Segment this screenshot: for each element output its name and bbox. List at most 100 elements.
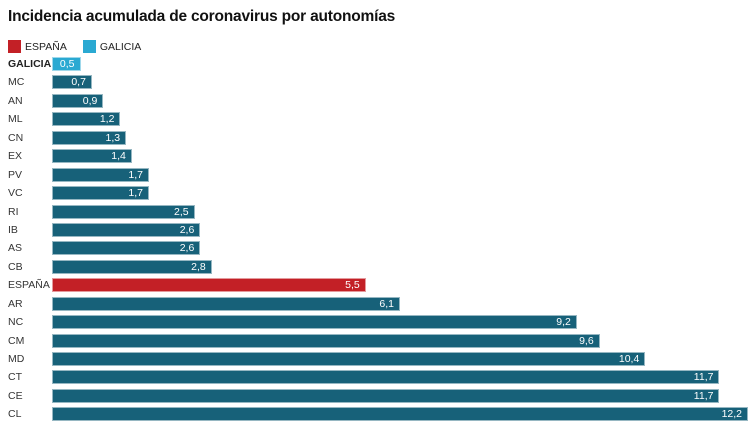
bar: 5,5 [52,278,366,293]
bar-row: CL 12,2 [0,407,756,422]
bar: 1,4 [52,149,132,164]
galicia-legend-label: GALICIA [99,40,142,53]
bar-value-label: 11,7 [693,371,714,384]
bar: 2,6 [52,222,201,237]
bar: 9,2 [52,315,577,330]
bar-value-label: 2,5 [174,205,189,218]
bar-row: MD 10,4 [0,352,756,366]
bar: 1,2 [52,112,121,127]
chart-title: Incidencia acumulada de coronavirus por … [8,8,396,25]
bar: 6,1 [52,296,400,311]
bar-value-label: 10,4 [618,353,640,365]
bar-area: 1,7 [52,186,748,201]
category-label: CL [8,408,22,421]
category-label: AN [8,94,23,107]
bar-row: ESPAÑA 5,5 [0,278,756,293]
bar-value-label: 1,7 [128,187,143,200]
bar-row: AR 6,1 [0,296,756,311]
bar: 11,7 [52,388,720,403]
bar-area: 10,4 [52,352,748,366]
bar-value-label: 9,6 [579,334,594,347]
bar-area: 5,5 [52,278,748,293]
bar-row: EX 1,4 [0,149,756,164]
category-label: PV [8,168,23,181]
bar-area: 0,5 [52,57,748,71]
bar-value-label: 1,2 [99,113,115,126]
category-label: VC [8,187,23,200]
bar-row: CE 11,7 [0,388,756,403]
espana-legend-label: ESPAÑA [25,40,67,53]
category-label: IB [8,223,18,236]
bar: 2,6 [52,241,201,256]
bar-area: 2,8 [52,259,748,274]
bar-value-label: 11,7 [693,389,714,402]
category-label: MD [8,353,25,365]
bar: 0,7 [52,75,92,90]
bar-area: 1,7 [52,167,748,182]
category-label: MC [8,76,25,89]
espana-legend-swatch [8,40,21,53]
category-label: EX [8,150,23,163]
bar-area: 2,5 [52,204,748,219]
bar-value-label: 1,7 [128,168,143,181]
bar-area: 1,2 [52,112,748,127]
category-label: CE [8,389,23,402]
bar-value-label: 9,2 [556,316,571,329]
category-label: NC [8,316,24,329]
category-label: CN [8,131,24,144]
bar-row: RI 2,5 [0,204,756,219]
bar-area: 9,2 [52,315,748,330]
bar-area: 1,4 [52,149,748,164]
category-label: ML [8,113,23,126]
bar-value-label: 12,2 [721,408,742,421]
bar-row: CT 11,7 [0,370,756,385]
bar-value-label: 1,3 [105,131,121,144]
bar: 2,8 [52,259,212,274]
bar-area: 2,6 [52,241,748,256]
bar-row: ML 1,2 [0,112,756,127]
category-label: CT [8,371,22,384]
category-label: ESPAÑA [8,279,50,292]
category-label: CM [8,334,25,347]
bar-row: VC 1,7 [0,186,756,201]
bar-area: 12,2 [52,407,748,422]
bar: 2,5 [52,204,195,219]
bar-value-label: 2,6 [179,242,195,255]
bar-value-label: 0,7 [71,76,86,89]
bar-value-label: 2,8 [191,260,206,273]
galicia-legend-swatch [82,40,96,53]
bar: 9,6 [52,333,600,348]
bar-area: 6,1 [52,296,748,311]
legend: ESPAÑA GALICIA [8,40,141,53]
bar-value-label: 2,6 [179,223,195,236]
category-label: CB [8,260,23,273]
category-label: GALICIA [8,58,52,70]
legend-item-espana: ESPAÑA [8,40,67,53]
bar: 1,3 [52,130,127,145]
bar-value-label: 1,4 [111,150,126,163]
bar-row: IB 2,6 [0,222,756,237]
bar-value-label: 0,5 [59,58,75,70]
bar: 0,5 [52,57,81,71]
category-label: AR [8,297,23,310]
bar-area: 9,6 [52,333,748,348]
bar-row: AS 2,6 [0,241,756,256]
bar-value-label: 0,9 [82,94,98,107]
bar-row: GALICIA 0,5 [0,57,756,71]
bar-row: CN 1,3 [0,130,756,145]
bar: 0,9 [52,93,104,108]
bar-chart: GALICIA 0,5 MC 0,7 AN 0,9 ML 1,2 CN 1,3 EX 1,4 PV 1,7… [0,57,756,426]
legend-item-galicia: GALICIA [82,40,142,53]
bar-value-label: 5,5 [345,279,360,292]
bar-row: CB 2,8 [0,259,756,274]
bar: 11,7 [52,370,720,385]
bar-row: NC 9,2 [0,315,756,330]
bar: 12,2 [52,407,748,422]
bar-area: 0,7 [52,75,748,90]
bar-area: 1,3 [52,130,748,145]
bar-area: 0,9 [52,93,748,108]
category-label: RI [8,205,19,218]
bar-row: MC 0,7 [0,75,756,90]
bar-value-label: 6,1 [379,297,394,310]
bar-area: 11,7 [52,388,748,403]
